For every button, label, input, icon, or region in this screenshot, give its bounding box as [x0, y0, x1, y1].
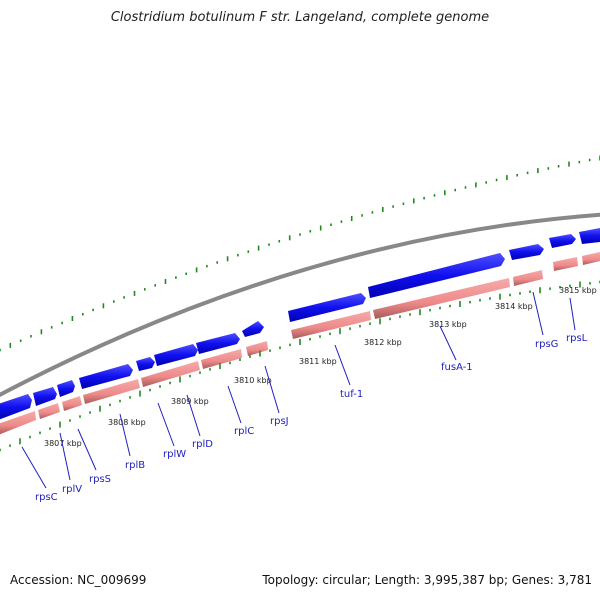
backbone-line — [0, 212, 600, 398]
tick-label: 3809 kbp — [171, 397, 209, 406]
genome-summary-text: Topology: circular; Length: 3,995,387 bp… — [262, 573, 592, 587]
gene-arrow-fusA-1-fwd[interactable] — [368, 253, 505, 298]
gene-block-5[interactable] — [141, 361, 200, 387]
gene-label-rplV[interactable]: rplV — [62, 484, 82, 495]
tick-label: 3808 kbp — [108, 418, 146, 427]
inner-tick-marks — [0, 280, 600, 452]
accession-text: Accession: NC_009699 — [10, 573, 147, 587]
tick-label: 3811 kbp — [299, 357, 337, 366]
scale-labels: 3807 kbp 3808 kbp 3809 kbp 3810 kbp 3811… — [44, 286, 597, 448]
tick-label: 3814 kbp — [495, 302, 533, 311]
gene-label-rplD[interactable]: rplD — [192, 439, 213, 450]
gene-arrow-rpsL-fwd[interactable] — [549, 234, 576, 248]
gene-block-1[interactable] — [0, 411, 36, 435]
tick-label: 3807 kbp — [44, 439, 82, 448]
gene-arrow-rplV-fwd[interactable] — [33, 387, 57, 406]
reverse-genes — [0, 252, 600, 435]
gene-labels: rpsC rplV rpsS rplB rplW rplD rplC rpsJ … — [35, 333, 588, 503]
gene-block-12[interactable] — [582, 252, 600, 265]
gene-arrow-next-fwd[interactable] — [579, 228, 600, 244]
gene-label-rpsL[interactable]: rpsL — [566, 333, 588, 344]
gene-arrow-rpsG-fwd[interactable] — [509, 244, 544, 260]
gene-label-leaders — [21, 291, 576, 489]
forward-genes — [0, 228, 600, 420]
gene-label-rplW[interactable]: rplW — [163, 449, 186, 460]
gene-arrow-rplB-fwd[interactable] — [79, 364, 133, 389]
gene-block-10[interactable] — [513, 270, 543, 286]
gene-block-11[interactable] — [553, 257, 578, 271]
gene-label-tuf-1[interactable]: tuf-1 — [340, 389, 363, 400]
tick-label: 3813 kbp — [429, 320, 467, 329]
tick-label: 3810 kbp — [234, 376, 272, 385]
gene-label-rpsJ[interactable]: rpsJ — [270, 416, 289, 427]
gene-arrow-tuf-1-fwd[interactable] — [288, 293, 366, 322]
gene-label-rplB[interactable]: rplB — [125, 460, 145, 471]
gene-block-3[interactable] — [62, 396, 82, 411]
gene-arrow-rplW-fwd[interactable] — [136, 357, 155, 371]
gene-arrow-rplC-fwd[interactable] — [196, 333, 240, 354]
gene-label-rpsG[interactable]: rpsG — [535, 339, 558, 350]
gc-content-ticks — [0, 155, 600, 352]
map-title: Clostridium botulinum F str. Langeland, … — [110, 10, 490, 25]
gene-block-6[interactable] — [201, 349, 242, 369]
tick-label: 3812 kbp — [364, 338, 402, 347]
gene-arrow-rpsJ-fwd[interactable] — [242, 321, 264, 337]
tick-label: 3815 kbp — [559, 286, 597, 295]
gene-arrow-rpsS-fwd[interactable] — [57, 380, 75, 397]
gene-block-2[interactable] — [38, 403, 60, 419]
gene-block-7[interactable] — [246, 341, 268, 356]
gene-label-fusA-1[interactable]: fusA-1 — [441, 362, 473, 373]
gene-arrow-rplD-fwd[interactable] — [154, 344, 198, 366]
gene-label-rpsC[interactable]: rpsC — [35, 492, 58, 503]
gene-block-8[interactable] — [291, 311, 371, 339]
gene-label-rplC[interactable]: rplC — [234, 426, 254, 437]
gene-label-rpsS[interactable]: rpsS — [89, 474, 111, 485]
gene-block-4[interactable] — [83, 379, 140, 404]
gene-arrow-rpsC-fwd[interactable] — [0, 394, 32, 420]
gene-block-9[interactable] — [373, 278, 510, 319]
